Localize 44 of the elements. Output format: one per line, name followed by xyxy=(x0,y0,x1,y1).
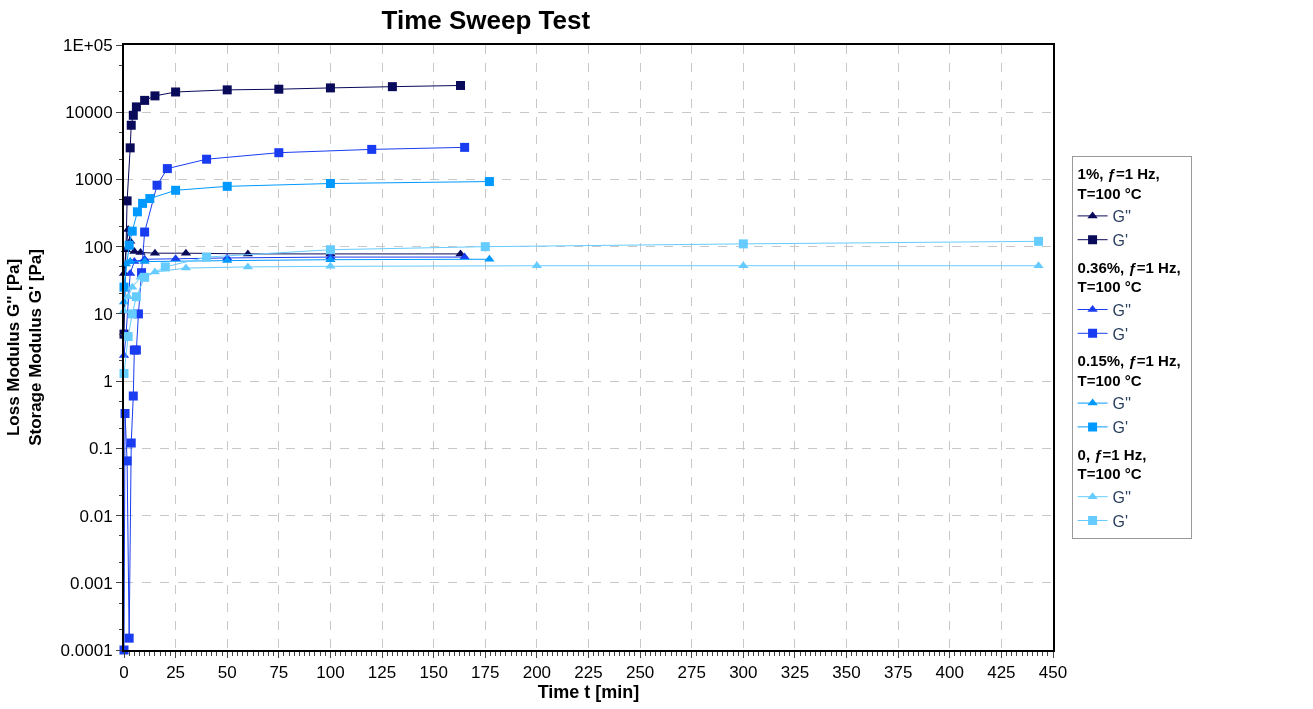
legend-label: G' xyxy=(1112,325,1129,343)
x-tick-label: 100 xyxy=(316,663,345,683)
y-tick-label: 10 xyxy=(93,304,113,324)
chart-title: Time Sweep Test xyxy=(381,4,591,35)
x-tick-label: 150 xyxy=(419,663,448,683)
legend-label: G' xyxy=(1112,231,1129,249)
y-axis-title: Loss Modulus G'' [Pa] Storage Modulus G' [Pa] xyxy=(3,249,45,446)
legend-label: G' xyxy=(1112,512,1129,530)
legend-label: G'' xyxy=(1112,208,1132,226)
legend-label: G'' xyxy=(1112,395,1132,413)
x-tick-label: 225 xyxy=(574,663,603,683)
x-tick-label: 350 xyxy=(832,663,861,683)
text: 0.15%, ƒ=1 Hz, T=100 °C xyxy=(1077,352,1181,389)
x-tick-label: 250 xyxy=(625,663,655,683)
x-tick-label: 425 xyxy=(987,663,1016,683)
x-tick-label: 75 xyxy=(269,663,289,683)
text: 0.36%, ƒ=1 Hz, T=100 °C xyxy=(1077,258,1181,296)
x-axis-title: Time t [min] xyxy=(537,682,640,703)
text: 1%, ƒ=1 Hz, T=100 °C xyxy=(1077,165,1160,202)
legend-label: G'' xyxy=(1112,488,1132,506)
y-tick-label: 0.0001 xyxy=(60,640,113,660)
legend-label: G'' xyxy=(1112,301,1132,319)
x-tick-label: 400 xyxy=(935,663,964,683)
y-tick-label: 0.1 xyxy=(88,439,113,459)
y-tick-label: 0.001 xyxy=(70,573,113,593)
x-tick-label: 175 xyxy=(471,663,500,683)
x-tick-label: 50 xyxy=(217,663,237,683)
y-tick-label: 100 xyxy=(84,237,113,257)
x-tick-label: 125 xyxy=(367,663,397,683)
x-tick-label: 275 xyxy=(677,663,706,683)
x-tick-label: 25 xyxy=(166,663,186,683)
text: 0, ƒ=1 Hz, T=100 °C xyxy=(1077,445,1147,483)
x-tick-label: 200 xyxy=(522,663,552,683)
legend-label: G' xyxy=(1112,419,1129,437)
y-tick-label: 1E+05 xyxy=(62,35,113,55)
x-tick-label: 300 xyxy=(729,663,758,683)
y-tick-label: 1 xyxy=(103,372,113,392)
x-tick-label: 375 xyxy=(883,663,913,683)
x-tick-label: 325 xyxy=(780,663,810,683)
y-tick-label: 10000 xyxy=(65,103,113,123)
x-tick-label: 0 xyxy=(119,663,129,683)
y-tick-label: 0.01 xyxy=(79,506,113,526)
y-tick-label: 1000 xyxy=(74,170,113,190)
x-tick-label: 450 xyxy=(1038,663,1068,683)
